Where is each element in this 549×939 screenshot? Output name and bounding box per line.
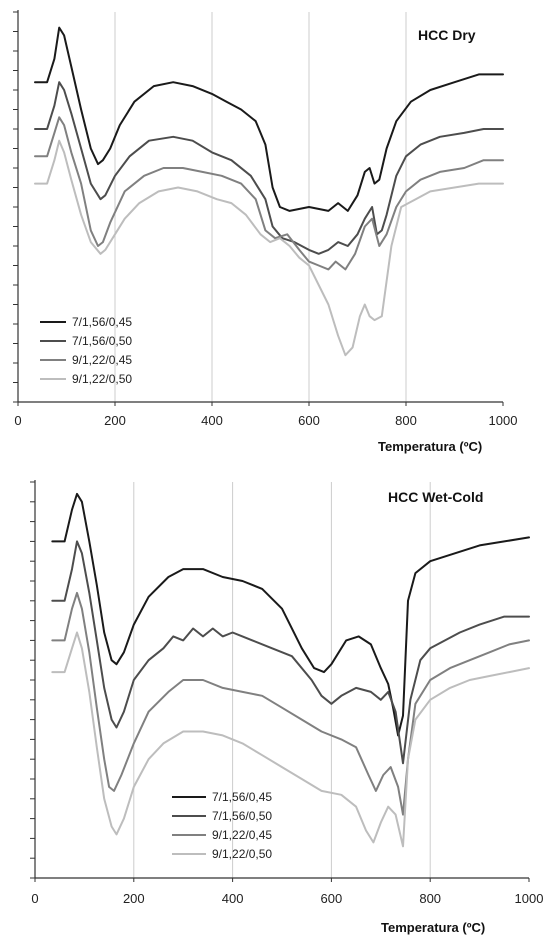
series-line-3 (34, 116, 504, 271)
x-tick-label-400: 400 (201, 413, 223, 428)
legend-label-1: 7/1,56/0,45 (212, 790, 272, 804)
grid-lines (114, 12, 407, 402)
legend-label-4: 9/1,22/0,50 (72, 372, 132, 386)
x-axis-title: Temperatura (ºC) (378, 439, 482, 454)
x-tick-label-1000: 1000 (489, 413, 518, 428)
legend-label-1: 7/1,56/0,45 (72, 315, 132, 329)
series-line-1 (34, 26, 504, 212)
legend-label-2: 7/1,56/0,50 (212, 809, 272, 823)
legend-label-3: 9/1,22/0,45 (72, 353, 132, 367)
x-tick-labels: 0 200 400 600 800 1000 (14, 413, 517, 428)
axes (30, 480, 530, 882)
legend-label-3: 9/1,22/0,45 (212, 828, 272, 842)
series-line-2 (51, 540, 530, 765)
series-lines (34, 26, 504, 357)
series-line-3 (51, 591, 530, 816)
legend-label-4: 9/1,22/0,50 (212, 847, 272, 861)
x-tick-label-200: 200 (104, 413, 126, 428)
series-line-4 (51, 631, 530, 848)
x-axis-title: Temperatura (ºC) (381, 920, 485, 935)
x-tick-label-600: 600 (321, 891, 343, 906)
x-tick-label-800: 800 (419, 891, 441, 906)
legend-label-2: 7/1,56/0,50 (72, 334, 132, 348)
chart-title: HCC Dry (418, 27, 476, 43)
legend: 7/1,56/0,45 7/1,56/0,50 9/1,22/0,45 9/1,22/… (172, 790, 272, 861)
x-tick-label-200: 200 (123, 891, 145, 906)
series-line-4 (34, 139, 504, 357)
x-tick-label-1000: 1000 (515, 891, 544, 906)
chart-hcc-dry: HCC Dry 7/1,56/0,45 7/1,56/0,50 9/1,22/0,4… (13, 10, 517, 454)
axes (13, 10, 504, 406)
chart-title: HCC Wet-Cold (388, 489, 483, 505)
series-line-2 (34, 81, 504, 255)
chart-hcc-wet-cold: HCC Wet-Cold 7/1,56/0,45 7/1,56/0,50 9/1,2… (30, 480, 543, 935)
series-lines (51, 492, 530, 848)
x-tick-labels: 0 200 400 600 800 1000 (31, 891, 543, 906)
x-tick-label-600: 600 (298, 413, 320, 428)
x-tick-label-400: 400 (222, 891, 244, 906)
x-tick-label-0: 0 (14, 413, 21, 428)
legend: 7/1,56/0,45 7/1,56/0,50 9/1,22/0,45 9/1,22/… (40, 315, 132, 386)
series-line-1 (51, 492, 530, 737)
x-tick-label-800: 800 (395, 413, 417, 428)
x-tick-label-0: 0 (31, 891, 38, 906)
